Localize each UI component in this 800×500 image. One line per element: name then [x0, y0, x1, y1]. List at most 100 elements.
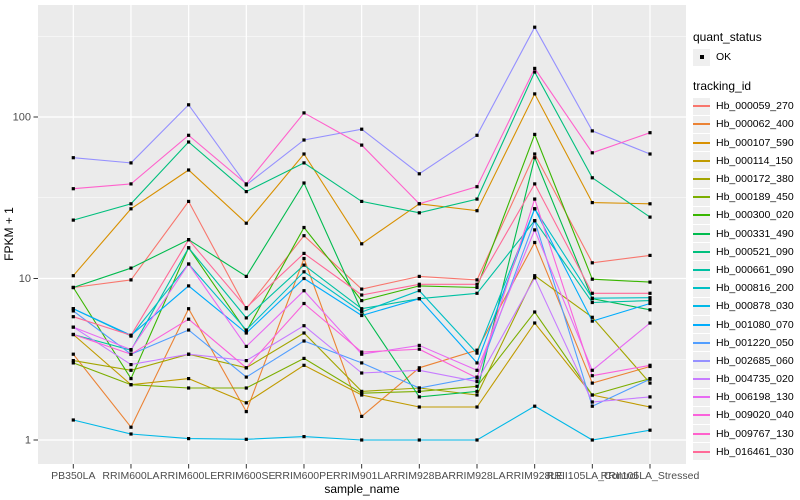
- data-point: [187, 168, 191, 172]
- data-point: [187, 328, 191, 332]
- series-color-line-icon: [693, 432, 710, 435]
- data-point: [475, 348, 479, 352]
- data-point: [648, 363, 652, 367]
- data-point: [533, 310, 537, 314]
- data-point: [417, 211, 421, 215]
- data-point: [360, 199, 364, 203]
- data-point: [187, 386, 191, 390]
- data-point: [129, 363, 133, 367]
- data-point: [648, 280, 652, 284]
- legend-panel: quant_status OK tracking_id Hb_000059_27…: [693, 30, 799, 461]
- data-point: [475, 376, 479, 380]
- data-point: [590, 315, 594, 319]
- data-point: [360, 307, 364, 311]
- data-point: [302, 435, 306, 439]
- data-point: [590, 368, 594, 372]
- data-point: [590, 151, 594, 155]
- data-point: [533, 66, 537, 70]
- legend-item-label: Hb_000331_490: [716, 227, 794, 240]
- data-point: [244, 182, 248, 186]
- data-point: [533, 182, 537, 186]
- data-point: [71, 187, 75, 191]
- legend-key-box: [693, 316, 710, 334]
- data-point: [129, 207, 133, 211]
- x-tick-label: RRIM901LA: [333, 470, 390, 482]
- data-point: [590, 201, 594, 205]
- data-point: [129, 377, 133, 381]
- legend-key-box: [693, 334, 710, 352]
- legend-key-box: [693, 48, 710, 66]
- series-color-line-icon: [693, 359, 710, 362]
- data-point: [244, 316, 248, 320]
- data-point: [590, 438, 594, 442]
- series-color-line-icon: [693, 105, 710, 108]
- legend-key-box: [693, 134, 710, 152]
- x-tick-label: RRIM928LA: [448, 470, 505, 482]
- legend-key-box: [693, 243, 710, 261]
- data-point: [417, 297, 421, 301]
- data-point: [475, 291, 479, 295]
- legend-key-box: [693, 206, 710, 224]
- data-point: [475, 351, 479, 355]
- data-point: [244, 221, 248, 225]
- data-point: [302, 256, 306, 261]
- data-point: [533, 132, 537, 136]
- data-point: [475, 380, 479, 384]
- legend-key-box: [693, 443, 710, 461]
- data-point: [129, 161, 133, 165]
- legend-item-Hb_000661_090: Hb_000661_090: [693, 261, 799, 279]
- data-point: [360, 389, 364, 393]
- data-point: [648, 405, 652, 409]
- series-color-line-icon: [693, 250, 710, 253]
- data-point: [244, 401, 248, 405]
- series-color-line-icon: [693, 268, 710, 271]
- series-color-line-icon: [693, 196, 710, 199]
- data-point: [302, 356, 306, 360]
- legend-item-Hb_006198_130: Hb_006198_130: [693, 388, 799, 406]
- data-point: [244, 331, 248, 335]
- data-point: [187, 262, 191, 266]
- data-point: [71, 309, 75, 313]
- legend-key-box: [693, 425, 710, 443]
- data-point: [187, 307, 191, 311]
- x-tick-label: RRIM600SE: [217, 470, 275, 482]
- legend-item-Hb_000331_490: Hb_000331_490: [693, 225, 799, 243]
- data-point: [648, 253, 652, 257]
- data-point: [475, 361, 479, 365]
- data-point: [590, 296, 594, 300]
- data-point: [417, 289, 421, 293]
- data-point: [71, 285, 75, 290]
- legend-item-label: Hb_000172_380: [716, 173, 794, 186]
- data-point: [71, 325, 75, 329]
- legend-item-Hb_016461_030: Hb_016461_030: [693, 443, 799, 461]
- legend-item-label: Hb_000300_020: [716, 209, 794, 222]
- x-tick-label: RRII105LA_Stressed: [601, 470, 700, 482]
- data-point: [244, 366, 248, 370]
- data-point: [302, 138, 306, 142]
- data-point: [129, 202, 133, 206]
- data-point: [475, 393, 479, 397]
- data-point: [302, 339, 306, 343]
- data-point: [302, 276, 306, 281]
- data-point: [244, 410, 248, 414]
- legend-item-label: Hb_000114_150: [716, 154, 793, 167]
- data-point: [590, 277, 594, 281]
- data-point: [187, 133, 191, 137]
- data-point: [533, 321, 537, 325]
- data-point: [302, 324, 306, 328]
- legend-item-label: OK: [716, 51, 732, 64]
- data-point: [71, 332, 75, 337]
- legend-key-box: [693, 370, 710, 388]
- data-point: [417, 274, 421, 278]
- data-point: [417, 405, 421, 409]
- legend-key-box: [693, 225, 710, 243]
- data-point: [533, 274, 537, 278]
- legend-title-quant-status: quant_status: [693, 30, 762, 44]
- data-point: [590, 176, 594, 180]
- legend-item-label: Hb_009020_040: [716, 409, 794, 422]
- legend-item-Hb_000107_590: Hb_000107_590: [693, 134, 799, 152]
- series-color-line-icon: [693, 323, 710, 326]
- data-point: [533, 156, 537, 160]
- legend-key-box: [693, 115, 710, 133]
